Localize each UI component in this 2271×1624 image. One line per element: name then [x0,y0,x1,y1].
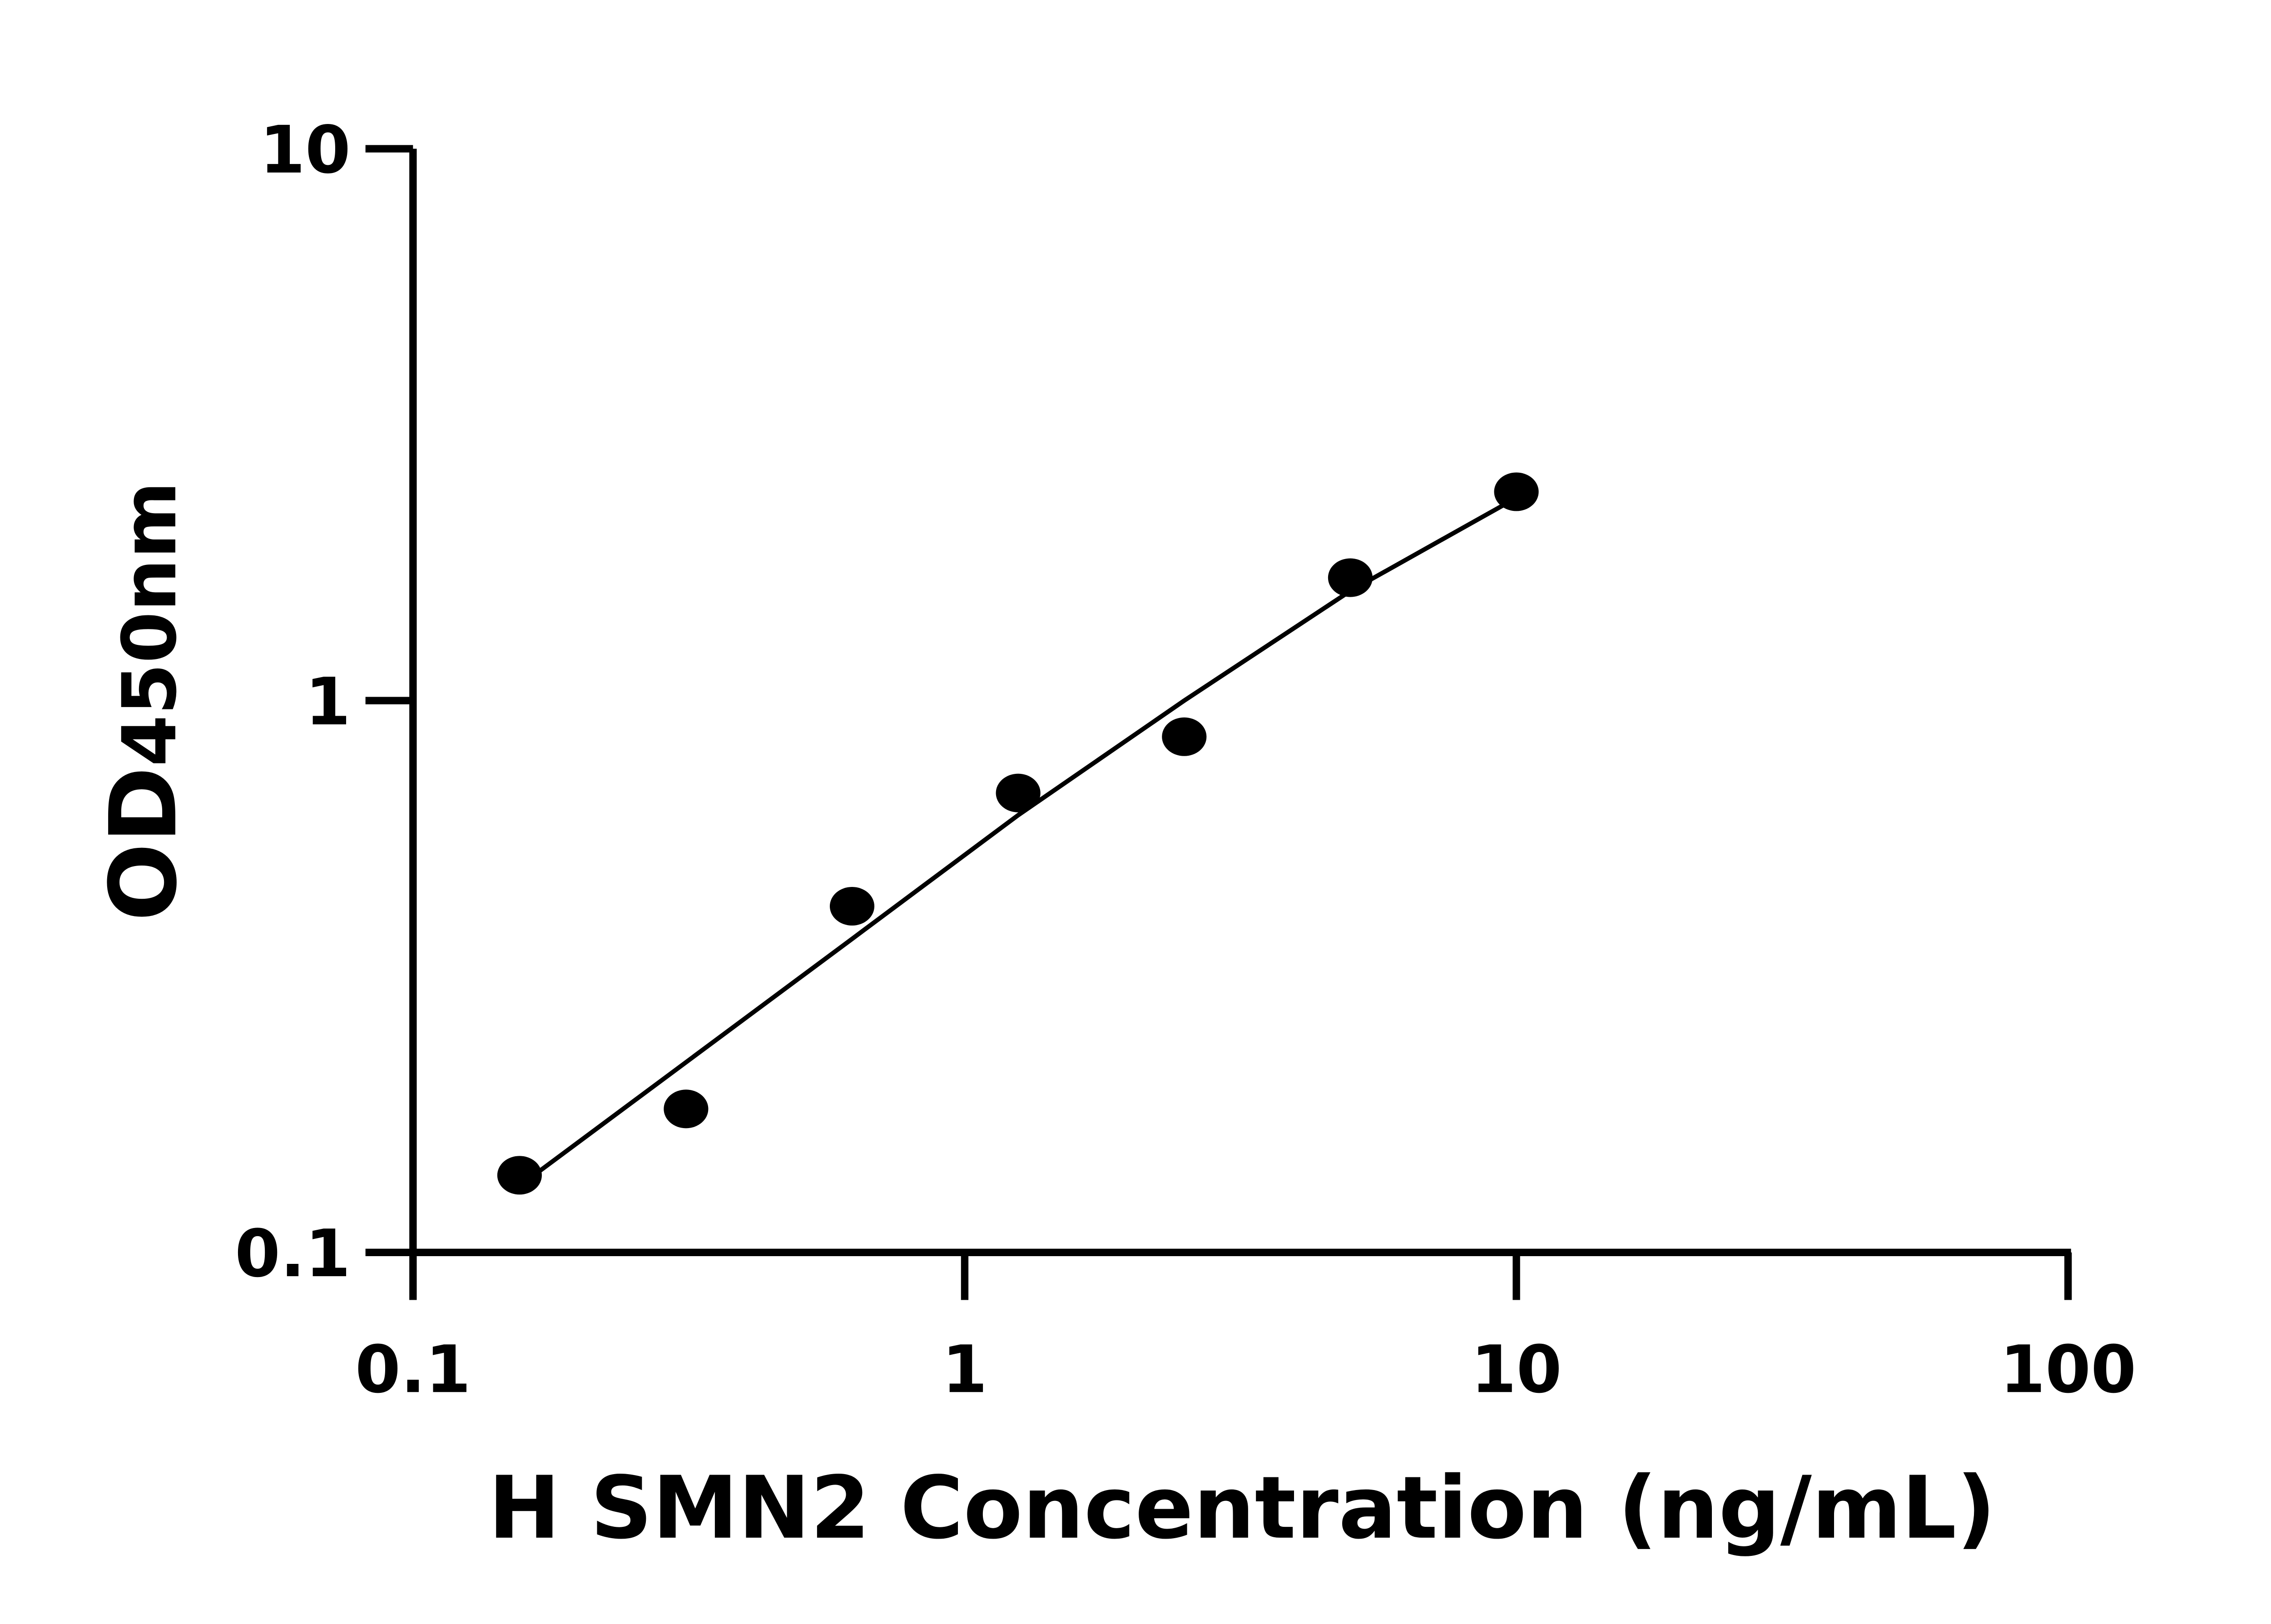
y-axis-label-sub: 450nm [106,481,193,767]
data-point [497,1156,542,1195]
x-tick-label: 0.1 [355,1331,471,1407]
data-point [1328,558,1373,597]
data-point [664,1089,709,1129]
data-point [1162,717,1207,756]
data-point [996,773,1041,812]
x-tick-label: 1 [942,1331,987,1407]
x-axis-label: H SMN2 Concentration (ng/mL) [488,1458,1996,1558]
data-points [497,472,1539,1195]
y-tick-label: 1 [305,663,351,740]
x-ticks: 0.1 1 10 100 [355,1252,2136,1407]
y-axis-label: OD450nm [90,481,197,921]
y-tick-label: 10 [260,112,351,188]
y-ticks: 0.1 1 10 [235,112,413,1292]
axes [409,149,2071,1257]
fit-curve [518,495,1517,1188]
x-tick-label: 10 [1471,1331,1562,1407]
y-tick-label: 0.1 [235,1215,351,1292]
y-axis-label-main: OD [90,767,197,921]
data-point [829,886,875,926]
data-point [1494,472,1539,511]
x-tick-label: 100 [2000,1331,2136,1407]
